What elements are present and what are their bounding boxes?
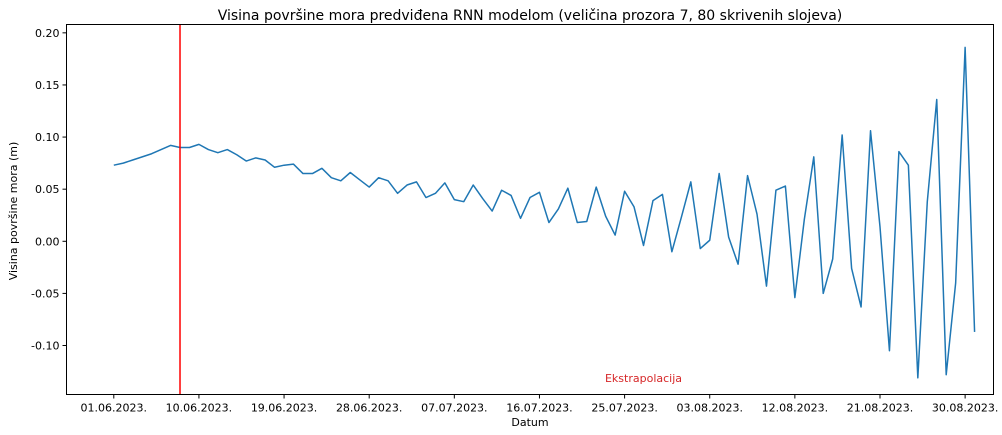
plot-frame	[66, 24, 994, 395]
y-tick-label: 0.05	[35, 183, 60, 196]
chart-title: Visina površine mora predviđena RNN mode…	[218, 8, 843, 24]
x-tick-label: 07.07.2023.	[421, 402, 487, 415]
x-tick-label: 25.07.2023.	[591, 402, 657, 415]
x-tick-label: 16.07.2023.	[506, 402, 572, 415]
plot-area	[113, 24, 976, 395]
y-tick-label: 0.10	[35, 131, 60, 144]
x-tick-label: 10.06.2023.	[166, 402, 232, 415]
y-tick-label: -0.10	[31, 340, 59, 353]
y-tick-label: -0.05	[31, 287, 59, 300]
x-tick-label: 28.06.2023.	[336, 402, 402, 415]
y-tick-label: 0.15	[35, 79, 60, 92]
extrapolation-annotation: Ekstrapolacija	[605, 372, 682, 385]
y-tick-label: 0.00	[35, 235, 60, 248]
series-line	[113, 46, 976, 379]
x-tick-label: 21.08.2023.	[847, 402, 913, 415]
y-axis-label: Visina površine mora (m)	[7, 142, 20, 281]
y-tick-label: 0.20	[35, 27, 60, 40]
x-axis: 01.06.2023. 10.06.2023. 19.06.2023. 28.06.2…	[81, 394, 998, 415]
x-axis-label: Datum	[511, 416, 548, 429]
x-tick-label: 30.08.2023.	[932, 402, 998, 415]
x-tick-label: 12.08.2023.	[762, 402, 828, 415]
y-axis: -0.10 -0.05 0.00 0.05 0.10 0.15 0.20	[31, 27, 67, 353]
x-tick-label: 01.06.2023.	[81, 402, 147, 415]
x-tick-label: 03.08.2023.	[676, 402, 742, 415]
x-tick-label: 19.06.2023.	[251, 402, 317, 415]
